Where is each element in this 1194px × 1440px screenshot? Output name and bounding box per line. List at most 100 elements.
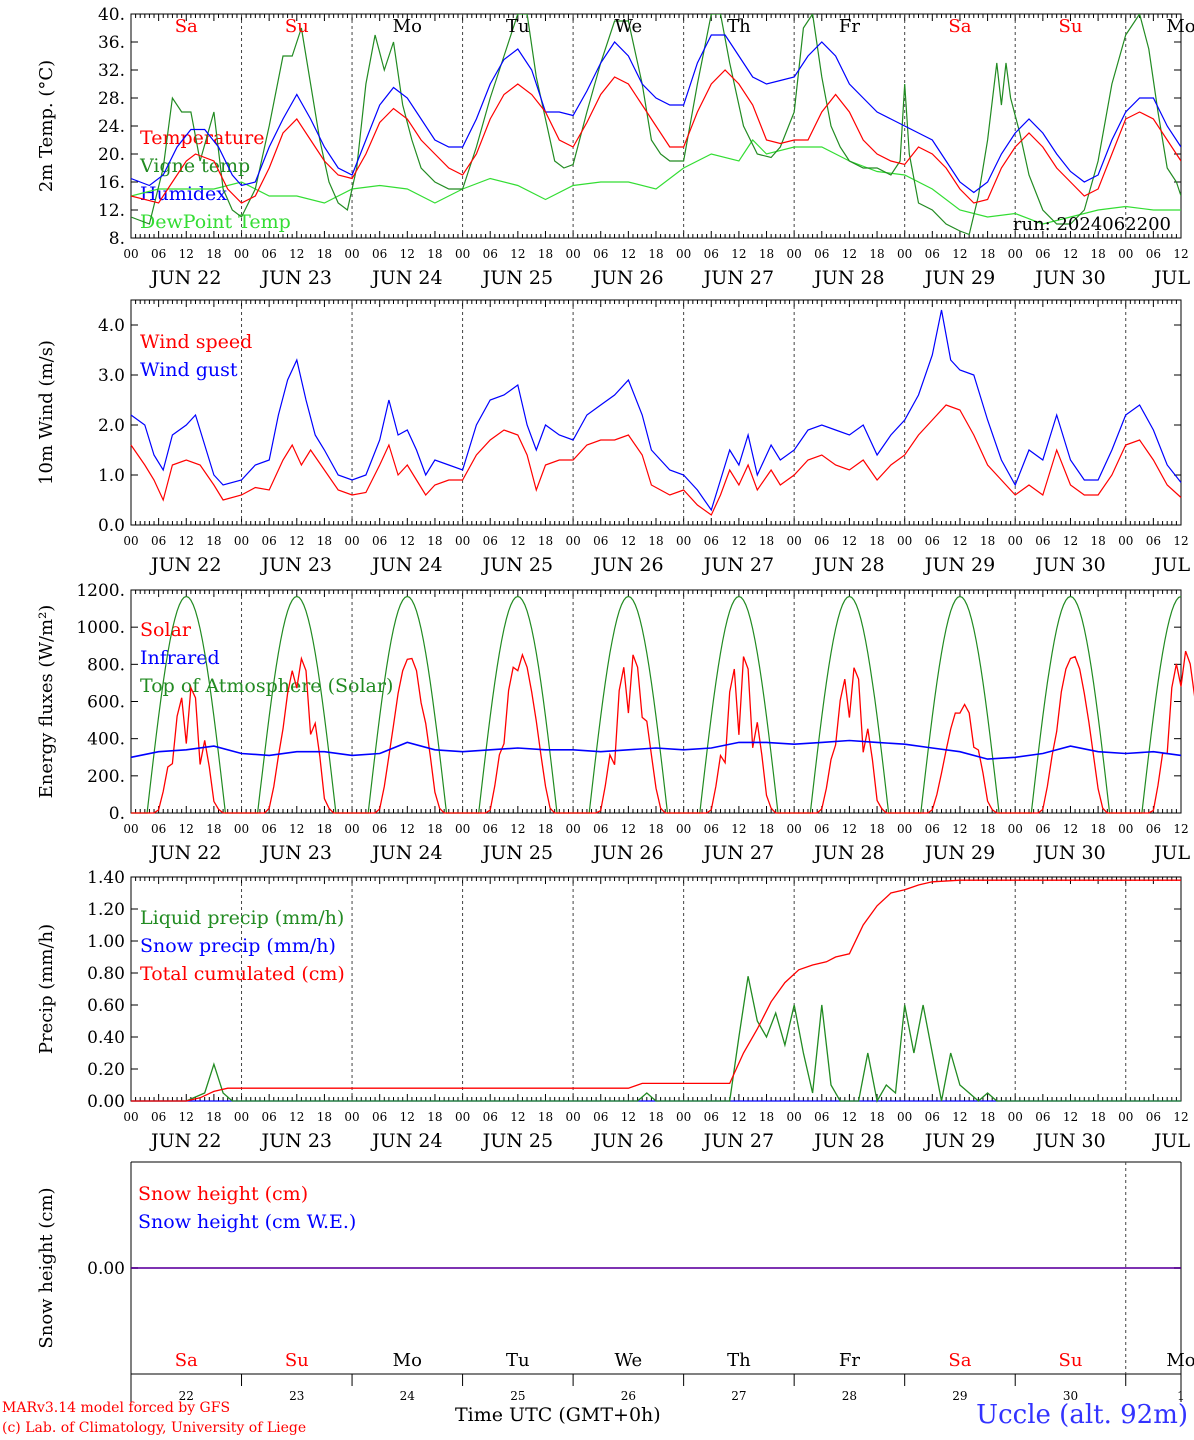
hour-tick-label: 06 [372, 1110, 387, 1124]
legend-entry: Liquid precip (mm/h) [140, 907, 344, 929]
hour-tick-label: 12 [1173, 822, 1188, 836]
hour-tick-label: 18 [980, 534, 995, 548]
date-label: JUN 27 [702, 267, 774, 289]
date-label: JUN 26 [591, 842, 663, 864]
hour-tick-label: 12 [179, 247, 194, 261]
hour-tick-label: 12 [289, 822, 304, 836]
weekday-label: Tu [506, 16, 530, 37]
hour-tick-label: 12 [731, 822, 746, 836]
hour-tick-label: 00 [344, 247, 359, 261]
hour-tick-label: 18 [1090, 822, 1105, 836]
day-number-label: 27 [731, 1389, 746, 1403]
date-label: JUN 30 [1033, 267, 1105, 289]
date-label: JUN 28 [812, 267, 884, 289]
y-tick-label: 1000. [76, 618, 125, 638]
hour-tick-label: 06 [925, 534, 940, 548]
date-label: JUN 27 [702, 554, 774, 576]
legend-entry: Total cumulated (cm) [140, 963, 345, 985]
hour-tick-label: 18 [538, 534, 553, 548]
hour-tick-label: 06 [262, 1110, 277, 1124]
hour-tick-label: 12 [179, 534, 194, 548]
hour-tick-label: 00 [787, 1110, 802, 1124]
weekday-label: Mo [393, 16, 422, 37]
y-axis-label: 2m Temp. (°C) [36, 60, 57, 192]
y-tick-label: 12. [98, 201, 125, 221]
y-tick-label: 0.20 [87, 1060, 125, 1080]
series-line-wind-speed [130, 404, 1182, 516]
hour-tick-label: 18 [759, 822, 774, 836]
hour-tick-label: 18 [759, 534, 774, 548]
hour-tick-label: 06 [593, 247, 608, 261]
plot-frame [130, 299, 1182, 526]
date-label: JUN 25 [481, 267, 553, 289]
hour-tick-label: 06 [814, 1110, 829, 1124]
series-line-dewpoint-temp [131, 139, 1181, 225]
hour-tick-label: 06 [925, 1110, 940, 1124]
hour-tick-label: 18 [538, 247, 553, 261]
y-axis-label: Energy fluxes (W/m²) [36, 605, 57, 799]
legend-entry: Wind gust [140, 359, 238, 381]
hour-tick-label: 12 [1063, 534, 1078, 548]
hour-tick-label: 06 [372, 822, 387, 836]
date-label: JUN 29 [923, 267, 995, 289]
legend-entry: DewPoint Temp [140, 211, 291, 233]
weekday-label: Th [727, 16, 751, 37]
hour-tick-label: 00 [787, 534, 802, 548]
day-number-label: 22 [179, 1389, 194, 1403]
hour-tick-label: 00 [123, 822, 138, 836]
series-line-wind-gust [130, 309, 1182, 512]
legend-entry: Snow height (cm) [138, 1183, 308, 1205]
hour-tick-label: 00 [676, 822, 691, 836]
series-line-solar [131, 650, 1194, 814]
hour-tick-label: 06 [483, 1110, 498, 1124]
y-tick-label: 4.0 [98, 316, 125, 336]
hour-tick-label: 06 [704, 822, 719, 836]
hour-tick-label: 12 [731, 1110, 746, 1124]
hour-tick-label: 00 [1118, 822, 1133, 836]
hour-tick-label: 06 [151, 1110, 166, 1124]
series-line-liquid-precip-mm-h- [131, 976, 1181, 1103]
date-label: JUN 24 [370, 842, 442, 864]
hour-tick-label: 12 [621, 822, 636, 836]
hour-tick-label: 06 [925, 247, 940, 261]
date-label: JUL 1 [1152, 554, 1194, 576]
credit-model: MARv3.14 model forced by GFS [2, 1400, 231, 1416]
hour-tick-label: 12 [1063, 822, 1078, 836]
hour-tick-label: 12 [289, 247, 304, 261]
hour-tick-label: 18 [1090, 247, 1105, 261]
date-label: JUN 28 [812, 842, 884, 864]
hour-tick-label: 00 [455, 534, 470, 548]
hour-tick-label: 00 [234, 534, 249, 548]
hour-tick-label: 12 [842, 1110, 857, 1124]
hour-tick-label: 18 [648, 534, 663, 548]
hour-tick-label: 00 [455, 247, 470, 261]
hour-tick-label: 18 [869, 534, 884, 548]
hour-tick-label: 18 [538, 822, 553, 836]
series-line-total-cumulated-cm- [131, 879, 1181, 1102]
hour-tick-label: 12 [400, 247, 415, 261]
date-label: JUL 1 [1152, 1130, 1194, 1152]
snow-panel: 0.00 Snow height (cm) Snow height (cm) Snow… [36, 1161, 1194, 1403]
date-label: JUN 24 [370, 267, 442, 289]
y-tick-label: 36. [98, 33, 125, 53]
hour-tick-label: 12 [179, 822, 194, 836]
hour-tick-label: 18 [869, 247, 884, 261]
hour-tick-label: 18 [317, 534, 332, 548]
date-label: JUN 24 [370, 1130, 442, 1152]
hour-tick-label: 12 [731, 534, 746, 548]
hour-tick-label: 12 [289, 534, 304, 548]
legend-entry: Top of Atmosphere (Solar) [140, 675, 393, 697]
hour-tick-label: 00 [455, 1110, 470, 1124]
temperature-series-group [131, 14, 1181, 236]
y-tick-label: 0.60 [87, 996, 125, 1016]
hour-tick-label: 06 [814, 822, 829, 836]
y-tick-label: 0.00 [87, 1092, 125, 1112]
weekday-label: Fr [839, 16, 860, 37]
y-tick-label: 1.20 [87, 900, 125, 920]
hour-tick-label: 18 [206, 534, 221, 548]
y-tick-label: 20. [98, 145, 125, 165]
weekday-label: Fr [839, 1350, 860, 1371]
date-label: JUN 26 [591, 267, 663, 289]
legend-entry: Infrared [140, 647, 220, 669]
